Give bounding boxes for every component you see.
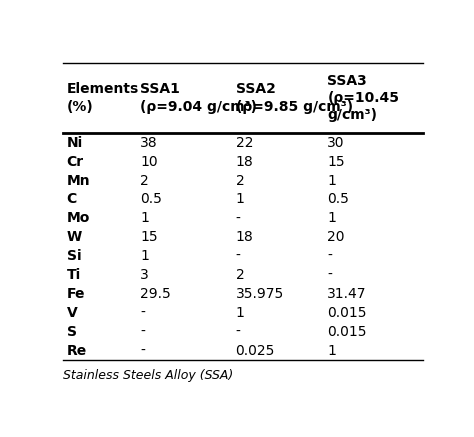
Text: 1: 1	[236, 306, 245, 320]
Text: -: -	[236, 325, 240, 339]
Text: 1: 1	[328, 212, 336, 225]
Text: 22: 22	[236, 135, 253, 149]
Text: 1: 1	[328, 344, 336, 358]
Text: 30: 30	[328, 135, 345, 149]
Text: Re: Re	[66, 344, 87, 358]
Text: 1: 1	[236, 192, 245, 206]
Text: Stainless Steels Alloy (SSA): Stainless Steels Alloy (SSA)	[63, 369, 233, 382]
Text: 31.47: 31.47	[328, 287, 367, 301]
Text: Cr: Cr	[66, 155, 84, 169]
Text: 2: 2	[140, 173, 149, 187]
Text: 0.015: 0.015	[328, 306, 367, 320]
Text: -: -	[328, 249, 332, 263]
Text: Mn: Mn	[66, 173, 90, 187]
Text: Mo: Mo	[66, 212, 90, 225]
Text: 18: 18	[236, 155, 253, 169]
Text: W: W	[66, 230, 82, 244]
Text: 2: 2	[236, 173, 244, 187]
Text: 18: 18	[236, 230, 253, 244]
Text: 1: 1	[140, 212, 149, 225]
Text: Ni: Ni	[66, 135, 83, 149]
Text: -: -	[328, 268, 332, 282]
Text: -: -	[140, 306, 145, 320]
Text: -: -	[236, 249, 240, 263]
Text: 20: 20	[328, 230, 345, 244]
Text: 1: 1	[328, 173, 336, 187]
Text: SSA2
(ρ=9.85 g/cm³): SSA2 (ρ=9.85 g/cm³)	[236, 82, 353, 114]
Text: 3: 3	[140, 268, 149, 282]
Text: Elements
(%): Elements (%)	[66, 82, 139, 114]
Text: 15: 15	[140, 230, 158, 244]
Text: -: -	[140, 325, 145, 339]
Text: 0.015: 0.015	[328, 325, 367, 339]
Text: 0.025: 0.025	[236, 344, 275, 358]
Text: 10: 10	[140, 155, 158, 169]
Text: 15: 15	[328, 155, 345, 169]
Text: 35.975: 35.975	[236, 287, 284, 301]
Text: -: -	[236, 212, 240, 225]
Text: 0.5: 0.5	[140, 192, 162, 206]
Text: SSA3
(ρ=10.45
g/cm³): SSA3 (ρ=10.45 g/cm³)	[328, 73, 400, 122]
Text: Fe: Fe	[66, 287, 85, 301]
Text: S: S	[66, 325, 77, 339]
Text: -: -	[140, 344, 145, 358]
Text: 29.5: 29.5	[140, 287, 171, 301]
Text: V: V	[66, 306, 77, 320]
Text: 1: 1	[140, 249, 149, 263]
Text: SSA1
(ρ=9.04 g/cm³): SSA1 (ρ=9.04 g/cm³)	[140, 82, 257, 114]
Text: C: C	[66, 192, 77, 206]
Text: 0.5: 0.5	[328, 192, 349, 206]
Text: Si: Si	[66, 249, 81, 263]
Text: 2: 2	[236, 268, 244, 282]
Text: 38: 38	[140, 135, 158, 149]
Text: Ti: Ti	[66, 268, 81, 282]
